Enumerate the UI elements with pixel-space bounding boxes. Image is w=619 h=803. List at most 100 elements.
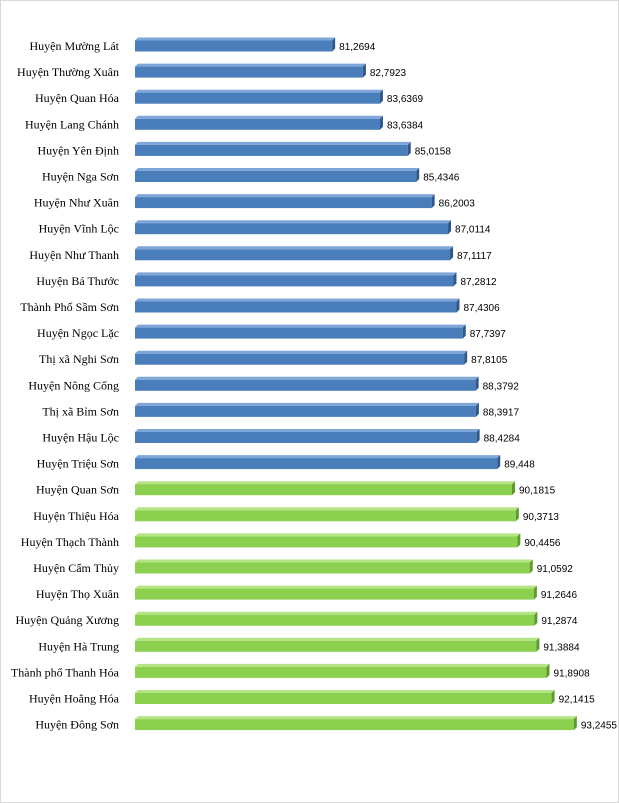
- category-label: Huyện Thạch Thành: [21, 535, 119, 549]
- bar-top-face: [135, 533, 521, 537]
- bar-top-face: [135, 324, 466, 328]
- bar-top-face: [135, 350, 468, 354]
- category-label: Huyện Thường Xuân: [17, 65, 119, 79]
- bar: [135, 614, 535, 626]
- bar-top-face: [135, 89, 383, 93]
- category-label: Thành Phố Sầm Sơn: [20, 300, 119, 314]
- bar-top-face: [135, 481, 516, 485]
- bar-top-face: [135, 376, 479, 380]
- category-label: Huyện Triệu Sơn: [37, 457, 119, 471]
- bar-top-face: [135, 455, 501, 459]
- bar: [135, 379, 476, 391]
- bar: [135, 144, 408, 156]
- category-label: Thị xã Bỉm Sơn: [42, 404, 119, 418]
- bar-side-face: [515, 507, 519, 522]
- data-label: 82,7923: [370, 68, 407, 79]
- bar-top-face: [135, 559, 533, 563]
- bar: [135, 92, 380, 104]
- data-label: 85,0158: [415, 146, 452, 157]
- category-label: Huyện Như Thanh: [29, 248, 119, 262]
- data-label: 90,4456: [524, 538, 561, 549]
- bar-side-face: [462, 324, 466, 339]
- bar-side-face: [475, 376, 479, 391]
- bar-side-face: [476, 429, 480, 443]
- bar: [135, 693, 552, 704]
- category-label: Huyện Bá Thước: [36, 274, 119, 288]
- data-label: 91,2646: [541, 590, 578, 601]
- category-label: Huyện Vĩnh Lộc: [39, 222, 119, 236]
- bar-side-face: [536, 637, 540, 652]
- bar-top-face: [135, 429, 480, 432]
- bar: [135, 666, 547, 678]
- category-label: Huyện Quảng Xương: [16, 613, 120, 627]
- data-label: 93,2455: [581, 721, 618, 732]
- data-label: 87,8105: [471, 355, 508, 366]
- category-label: Huyện Nga Sơn: [42, 170, 119, 184]
- category-label: Thành phố Thanh Hóa: [11, 665, 120, 679]
- data-label: 91,8908: [554, 668, 591, 679]
- bar: [135, 562, 530, 574]
- bar: [135, 66, 363, 78]
- data-label: 90,1815: [519, 486, 556, 497]
- data-label: 87,4306: [463, 303, 500, 314]
- bar-top-face: [135, 63, 366, 67]
- data-label: 87,0114: [455, 225, 491, 236]
- bar: [135, 432, 477, 443]
- bar-top-face: [135, 507, 519, 511]
- bar-side-face: [573, 716, 577, 731]
- bar-side-face: [332, 37, 336, 52]
- data-label: 87,7397: [470, 329, 507, 340]
- bar-side-face: [512, 481, 516, 496]
- bar-side-face: [407, 141, 411, 156]
- bar-top-face: [135, 611, 538, 615]
- category-label: Huyện Yên Định: [37, 143, 119, 157]
- bar: [135, 719, 574, 731]
- bar-side-face: [362, 63, 366, 78]
- bar-top-face: [135, 585, 537, 589]
- category-label: Huyện Ngọc Lặc: [37, 326, 119, 340]
- bar-top-face: [135, 194, 435, 198]
- category-label: Huyện Lang Chánh: [25, 117, 119, 131]
- bar-top-face: [135, 690, 555, 693]
- category-label: Huyện Quan Hóa: [35, 91, 120, 105]
- category-label: Huyện Hoằng Hóa: [29, 692, 120, 706]
- data-label: 91,0592: [537, 564, 574, 575]
- bar: [135, 171, 417, 182]
- bar-side-face: [517, 533, 521, 548]
- bar-top-face: [135, 716, 577, 720]
- bar-side-face: [448, 220, 452, 235]
- bar: [135, 353, 465, 365]
- bar: [135, 249, 451, 261]
- data-label: 88,3792: [483, 381, 520, 392]
- data-label: 88,4284: [484, 434, 521, 445]
- data-label: 83,6384: [387, 120, 424, 131]
- bar-side-face: [497, 455, 501, 470]
- bar-side-face: [416, 168, 420, 182]
- category-label: Huyện Hà Trung: [38, 639, 119, 653]
- data-label: 86,2003: [439, 199, 476, 210]
- category-label: Huyện Đông Sơn: [35, 718, 119, 732]
- category-label: Huyện Thiệu Hóa: [33, 509, 119, 523]
- data-label: 87,2812: [460, 277, 497, 288]
- data-label: 81,2694: [339, 42, 376, 53]
- category-label: Huyện Quan Sơn: [36, 483, 119, 497]
- bar-side-face: [551, 690, 555, 704]
- bar-side-face: [475, 402, 479, 417]
- bar-side-face: [546, 663, 550, 678]
- data-label: 91,3884: [543, 642, 580, 653]
- data-label: 83,6369: [387, 94, 424, 105]
- bar-top-face: [135, 168, 420, 171]
- bar-top-face: [135, 298, 460, 302]
- data-label: 85,4346: [423, 173, 460, 184]
- data-label: 91,2874: [541, 616, 578, 627]
- data-label: 90,3713: [523, 512, 560, 523]
- bar-top-face: [135, 402, 479, 406]
- bar: [135, 301, 457, 313]
- category-label: Huyện Mường Lát: [29, 39, 119, 53]
- bar-side-face: [379, 89, 383, 104]
- bar: [135, 510, 516, 522]
- category-label: Huyện Nông Cống: [28, 378, 119, 392]
- bar-side-face: [431, 194, 435, 209]
- bar: [135, 40, 333, 52]
